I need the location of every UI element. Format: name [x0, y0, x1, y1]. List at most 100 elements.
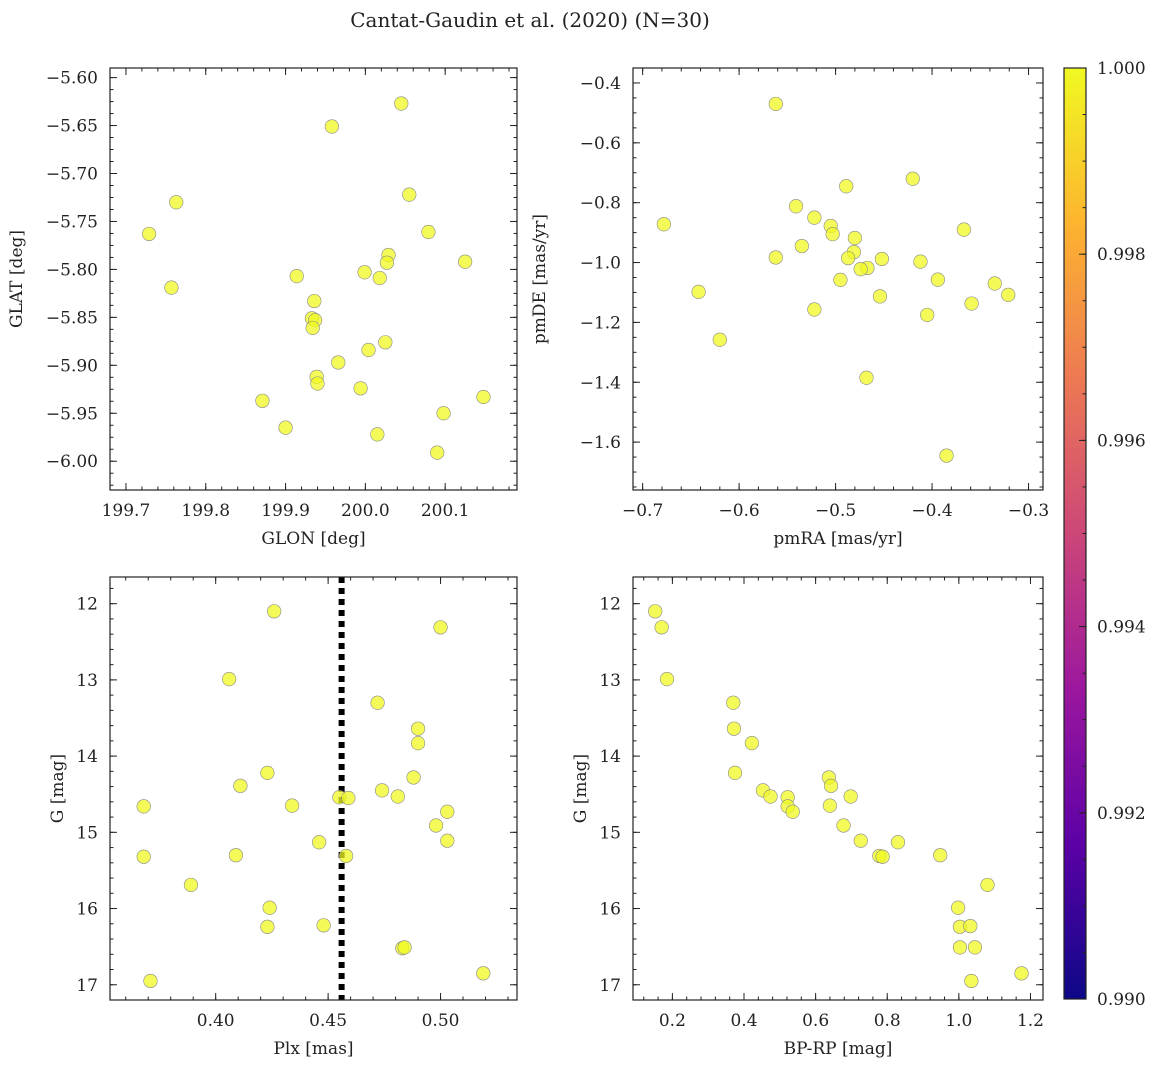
- data-point: [378, 335, 393, 350]
- data-point: [255, 393, 270, 408]
- data-point: [476, 966, 491, 981]
- x-tick-label: 199.7: [102, 501, 151, 521]
- data-point: [963, 918, 978, 934]
- data-point: [394, 96, 409, 111]
- y-tick-label: 16: [599, 900, 621, 920]
- data-point: [744, 736, 759, 751]
- y-tick-label: 12: [599, 595, 621, 615]
- data-point: [905, 171, 920, 186]
- data-point: [316, 918, 331, 933]
- data-point: [807, 210, 822, 225]
- x-tick-label: 0.8: [874, 1011, 901, 1031]
- y-axis-label: G [mag]: [571, 754, 591, 823]
- y-tick-label: 13: [76, 671, 98, 691]
- axes-frame: [109, 576, 518, 1001]
- y-tick-label: −0.8: [580, 194, 621, 214]
- x-tick-label: 199.8: [181, 501, 230, 521]
- y-tick-label: −5.80: [46, 260, 98, 280]
- data-point: [370, 427, 385, 442]
- data-point: [353, 381, 368, 396]
- panel-bprp-g: 0.2 0.4 0.6 0.8 1.0 1.2 12 13 14 15 16 17 BP-RP [mag…: [571, 576, 1044, 1059]
- axes-frame: [632, 67, 1044, 491]
- y-tick-label: −0.4: [580, 74, 621, 94]
- data-point: [260, 919, 275, 934]
- data-point: [374, 783, 390, 798]
- y-tick-label: −5.70: [46, 165, 98, 185]
- data-point: [823, 778, 839, 793]
- data-point: [458, 254, 473, 269]
- data-point: [933, 848, 948, 863]
- y-tick-label: 15: [599, 823, 621, 843]
- panels: 199.7 199.8 199.9 200.0 200.1 −5.60 −5.65 −5.70…: [7, 67, 1049, 1059]
- x-tick-label: 0.6: [802, 1011, 829, 1031]
- data-point: [312, 835, 327, 850]
- data-point: [987, 276, 1002, 291]
- x-tick-label: −0.5: [815, 501, 856, 521]
- data-point: [136, 799, 151, 814]
- data-point: [339, 848, 354, 864]
- data-point: [768, 96, 783, 112]
- data-point: [648, 604, 663, 619]
- data-point: [951, 900, 966, 915]
- data-point: [785, 804, 800, 819]
- data-point: [763, 789, 778, 804]
- data-point: [788, 199, 804, 214]
- x-tick-label: 200.0: [341, 501, 390, 521]
- data-point: [406, 770, 421, 785]
- data-point: [361, 342, 376, 358]
- x-axis-label: pmRA [mas/yr]: [773, 529, 902, 549]
- colorbar-tick-label: 0.998: [1097, 245, 1146, 265]
- data-point: [890, 835, 906, 850]
- data-point: [267, 604, 282, 619]
- data-point: [440, 833, 455, 848]
- data-point: [440, 804, 455, 819]
- x-tick-label: 1.0: [945, 1011, 972, 1031]
- x-tick-label: 199.9: [261, 501, 310, 521]
- panel-glon-glat: 199.7 199.8 199.9 200.0 200.1 −5.60 −5.65 −5.70…: [7, 67, 518, 549]
- data-point: [285, 798, 300, 813]
- y-tick-label: 12: [76, 595, 98, 615]
- x-axis-label: GLON [deg]: [261, 529, 365, 549]
- data-point: [428, 818, 444, 833]
- data-point: [410, 721, 426, 736]
- data-point: [853, 833, 868, 848]
- x-tick-label: −0.7: [622, 501, 663, 521]
- y-tick-label: −0.6: [580, 134, 621, 154]
- data-point: [260, 765, 275, 780]
- data-point: [930, 272, 945, 287]
- data-point: [726, 721, 742, 736]
- x-tick-label: 0.2: [659, 1011, 686, 1031]
- data-point: [410, 736, 426, 751]
- data-point: [370, 695, 385, 710]
- data-point: [142, 226, 157, 242]
- y-tick-label: −6.00: [46, 452, 98, 472]
- data-point: [233, 778, 248, 793]
- y-tick-label: 16: [76, 900, 98, 920]
- x-tick-label: −0.4: [911, 501, 952, 521]
- data-point: [307, 293, 322, 309]
- data-point: [920, 307, 935, 323]
- panel-pmra-pmde: −0.7 −0.6 −0.5 −0.4 −0.3 −0.4 −0.6 −0.8 −1.0 −1.2…: [530, 67, 1049, 549]
- y-tick-label: −1.6: [580, 433, 621, 453]
- data-point: [825, 227, 840, 242]
- data-point: [654, 620, 669, 635]
- data-point: [691, 284, 706, 299]
- data-point: [357, 265, 372, 280]
- x-tick-label: 0.40: [197, 1011, 235, 1031]
- data-point: [843, 789, 858, 804]
- data-point: [939, 448, 954, 463]
- y-tick-label: 15: [76, 823, 98, 843]
- data-point: [872, 289, 888, 304]
- x-axis-label: Plx [mas]: [273, 1039, 353, 1059]
- y-tick-label: 17: [76, 976, 98, 996]
- axes-frame: [109, 67, 518, 491]
- colorbar-tick-label: 0.990: [1097, 990, 1146, 1010]
- data-point: [164, 280, 179, 295]
- y-tick-label: −1.0: [580, 254, 621, 274]
- x-tick-label: 0.45: [309, 1011, 347, 1031]
- data-point: [1001, 287, 1016, 302]
- data-point: [324, 119, 339, 134]
- data-point: [421, 224, 436, 240]
- y-tick-label: 17: [599, 976, 621, 996]
- data-point: [390, 789, 405, 804]
